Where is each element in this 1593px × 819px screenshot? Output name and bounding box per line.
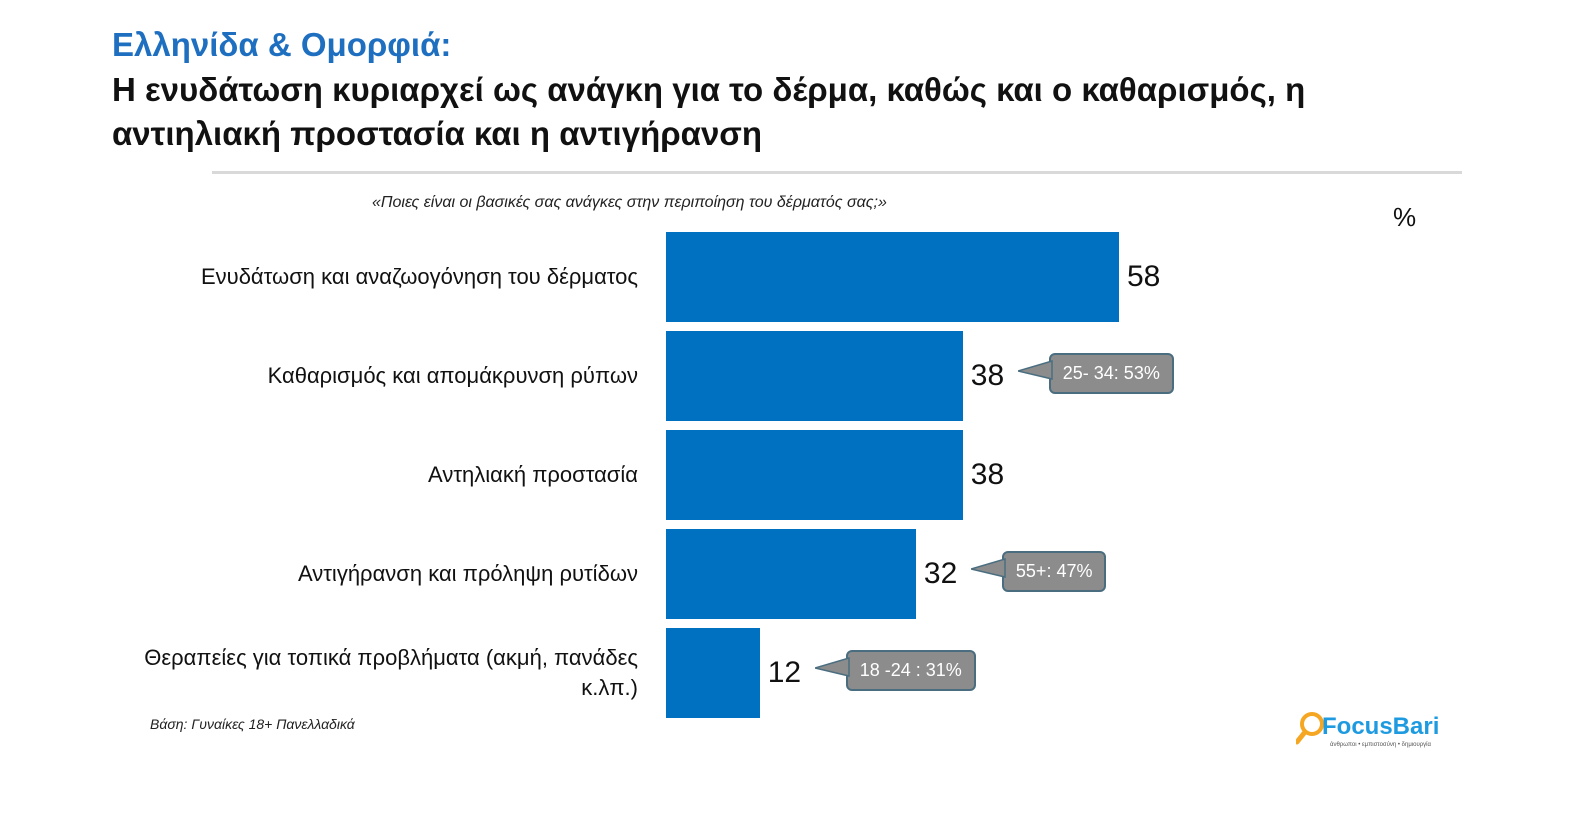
annotation-callout: 55+: 47% bbox=[1001, 551, 1107, 592]
bar bbox=[666, 628, 760, 718]
unit-label: % bbox=[1393, 202, 1417, 232]
category-label: Αντιγήρανση και πρόληψη ρυτίδων bbox=[297, 561, 638, 586]
bar bbox=[666, 430, 963, 520]
focusbari-logo: FocusBari άνθρωποι • εμπιστοσύνη • δημιο… bbox=[1294, 708, 1456, 757]
category-label: Αντηλιακή προστασία bbox=[428, 462, 638, 487]
data-label: 12 bbox=[767, 656, 802, 689]
category-label: Ενυδάτωση και αναζωογόνηση του δέρματος bbox=[200, 264, 638, 289]
svg-text:FocusBari: FocusBari bbox=[1322, 713, 1439, 740]
annotation-callout: 18 -24 : 31% bbox=[845, 650, 976, 691]
magnifier-icon: FocusBari άνθρωποι • εμπιστοσύνη • δημιο… bbox=[1294, 712, 1439, 748]
data-label: 58 bbox=[1126, 260, 1161, 293]
data-label: 38 bbox=[970, 359, 1005, 392]
category-label: Καθαρισμός και απομάκρυνση ρύπων bbox=[267, 363, 638, 388]
callout-pointer bbox=[970, 557, 1006, 578]
title: Ελληνίδα & Ομορφιά: bbox=[112, 26, 452, 63]
chart-question: «Ποιες είναι οι βασικές σας ανάγκες στην… bbox=[372, 194, 887, 211]
callout-pointer bbox=[814, 656, 850, 677]
data-label: 38 bbox=[970, 458, 1005, 491]
data-label: 32 bbox=[923, 557, 958, 590]
subtitle: Η ενυδάτωση κυριαρχεί ως ανάγκη για το δ… bbox=[112, 71, 1306, 152]
bar bbox=[666, 529, 916, 619]
callout-pointer bbox=[1017, 359, 1053, 380]
footnote: Βάση: Γυναίκες 18+ Πανελλαδικά bbox=[150, 716, 355, 732]
category-label: Θεραπείες για τοπικά προβλήματα (ακμή, π… bbox=[144, 645, 638, 700]
annotation-callout: 25- 34: 53% bbox=[1048, 353, 1174, 394]
divider bbox=[212, 171, 1462, 174]
svg-text:άνθρωποι • εμπιστοσύνη • δημιο: άνθρωποι • εμπιστοσύνη • δημιουργία bbox=[1330, 741, 1431, 748]
bar bbox=[666, 232, 1119, 322]
bar bbox=[666, 331, 963, 421]
